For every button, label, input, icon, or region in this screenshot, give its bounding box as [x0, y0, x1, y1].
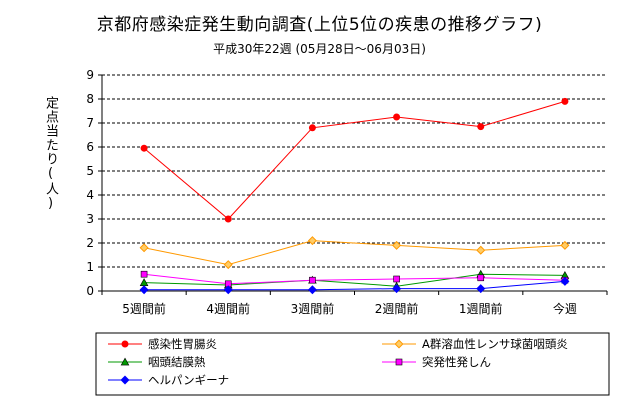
y-tick-labels: 0 1 2 3 4 5 6 7 8 9 — [86, 68, 94, 298]
legend-item: 感染性胃腸炎 — [108, 337, 217, 351]
y-tick-label: 2 — [86, 236, 94, 250]
y-tick-label: 3 — [86, 212, 94, 226]
data-point — [223, 285, 233, 295]
data-point — [392, 240, 402, 250]
y-tick-label: 8 — [86, 92, 94, 106]
legend-item: 突発性発しん — [382, 355, 491, 369]
data-point — [223, 260, 233, 270]
x-tick-label: 今週 — [553, 301, 577, 316]
y-tick-label: 5 — [86, 164, 94, 178]
data-point — [309, 276, 316, 284]
data-point — [561, 97, 569, 105]
y-tick-label: 9 — [86, 68, 94, 82]
series-line — [143, 100, 566, 220]
x-tick-label: 3週間前 — [291, 301, 335, 316]
data-point — [392, 284, 402, 294]
legend-label: 感染性胃腸炎 — [148, 337, 217, 351]
y-tick-label: 6 — [86, 140, 94, 154]
data-point — [560, 276, 570, 286]
legend-marker — [395, 358, 403, 366]
series-0 — [140, 97, 569, 223]
data-point — [139, 243, 149, 253]
y-tick-label: 1 — [86, 260, 94, 274]
legend-label: A群溶血性レンサ球菌咽頭炎 — [422, 337, 568, 351]
x-tick-label: 1週間前 — [459, 301, 503, 316]
y-tick-label: 0 — [86, 284, 94, 298]
series-4 — [139, 276, 570, 295]
legend-box — [95, 332, 610, 396]
data-point — [307, 285, 317, 295]
legend-item: ヘルパンギーナ — [108, 373, 229, 387]
data-point — [477, 274, 485, 282]
data-point — [393, 275, 400, 283]
legend-marker — [120, 357, 130, 366]
legend-label: ヘルパンギーナ — [148, 373, 229, 387]
data-point — [476, 284, 486, 294]
series-line — [144, 273, 565, 285]
data-point — [140, 144, 148, 152]
data-point — [476, 245, 486, 255]
series-line — [143, 240, 565, 266]
legend-label: 咽頭結膜熱 — [148, 355, 206, 369]
data-point — [308, 124, 316, 132]
legend-marker — [120, 375, 130, 385]
legend-marker — [394, 339, 404, 349]
chart-title: 京都府感染症発生動向調査(上位5位の疾患の推移グラフ) — [96, 15, 543, 35]
gridlines — [102, 74, 607, 268]
y-axis-label: 定点当たり(人) — [43, 96, 58, 212]
y-tick-label: 7 — [86, 116, 94, 130]
data-point — [477, 123, 485, 131]
x-tick-labels: 5週間前 4週間前 3週間前 2週間前 1週間前 今週 — [122, 301, 577, 316]
x-tick-label: 2週間前 — [375, 301, 419, 316]
chart-subtitle: 平成30年22週 (05月28日～06月03日) — [213, 42, 426, 56]
series-line — [144, 273, 565, 287]
series-1 — [139, 236, 570, 270]
data-point — [139, 285, 149, 295]
data-point — [224, 215, 232, 223]
data-point — [393, 113, 401, 121]
data-point — [140, 270, 148, 278]
x-tick-label: 4週間前 — [206, 301, 250, 316]
data-point — [560, 240, 570, 250]
legend-item: A群溶血性レンサ球菌咽頭炎 — [382, 337, 568, 351]
x-tick-label: 5週間前 — [122, 301, 166, 316]
series-line — [144, 280, 565, 291]
legend-marker — [121, 340, 129, 348]
axes — [98, 74, 608, 295]
legend-label: 突発性発しん — [422, 355, 491, 369]
legend-item: 咽頭結膜熱 — [108, 355, 206, 369]
y-tick-label: 4 — [86, 188, 94, 202]
data-point — [307, 236, 317, 246]
series-lines — [139, 97, 570, 295]
